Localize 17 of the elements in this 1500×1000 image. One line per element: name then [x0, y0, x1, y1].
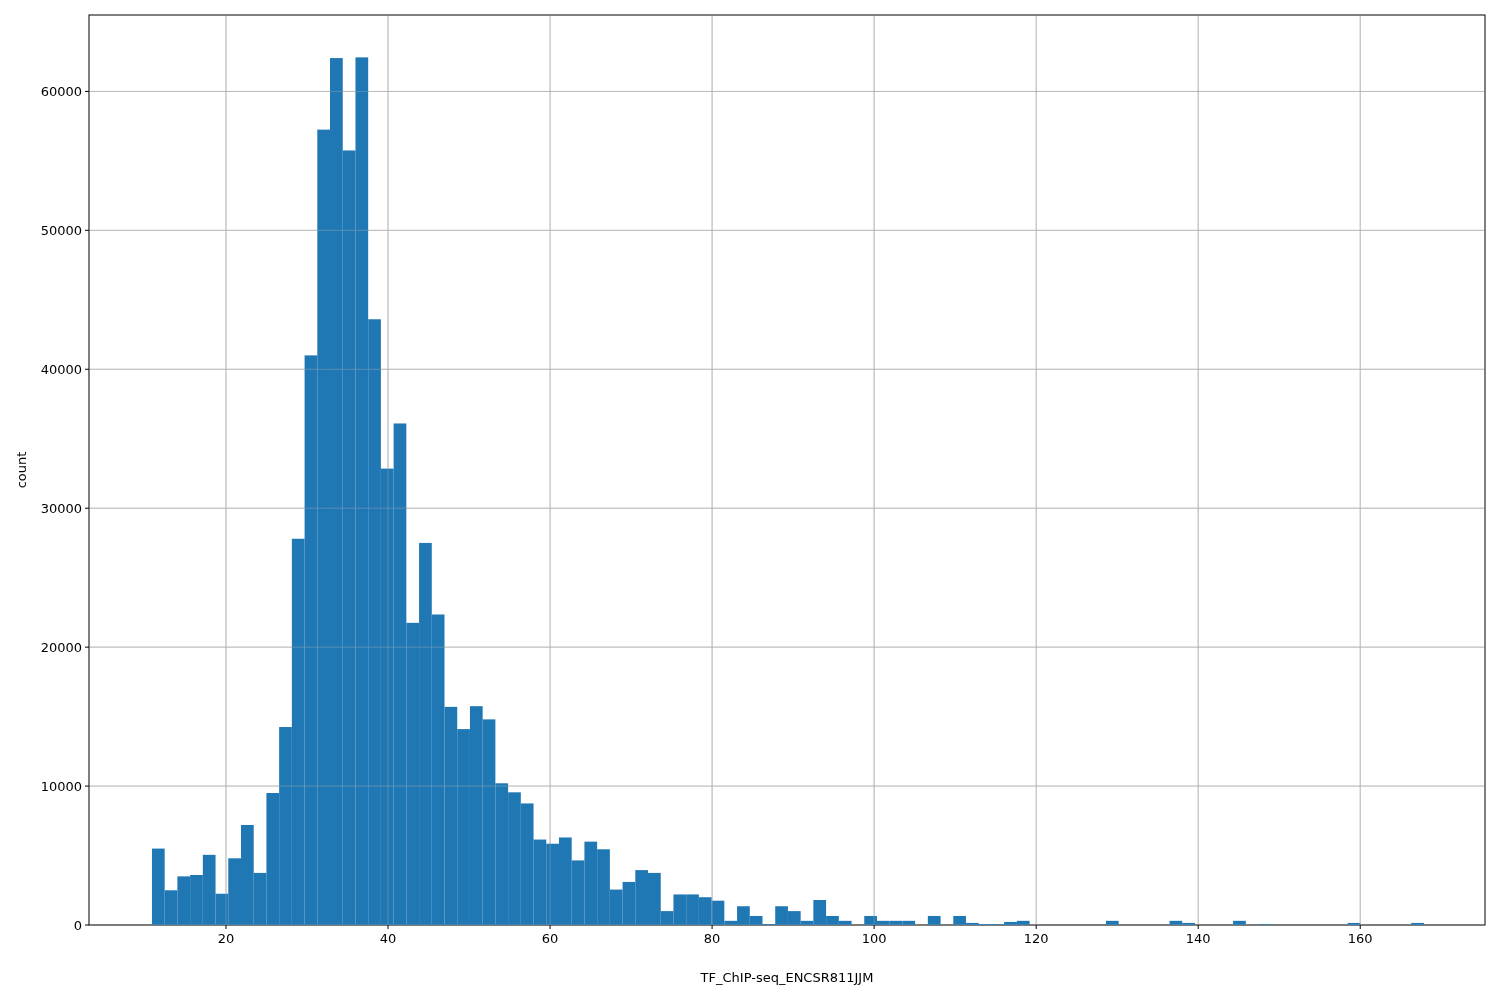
y-tick-label: 20000: [40, 639, 82, 655]
y-tick-label: 30000: [40, 500, 82, 516]
y-tick-label: 60000: [40, 83, 82, 99]
y-axis-title: count: [14, 451, 29, 489]
y-tick-label: 50000: [40, 222, 82, 238]
y-tick-label: 40000: [40, 361, 82, 377]
x-tick-label: 100: [861, 931, 887, 946]
x-tick-label: 20: [217, 931, 235, 946]
x-axis-title: TF_ChIP-seq_ENCSR811JJM: [699, 970, 874, 985]
x-tick-label: 60: [541, 931, 559, 946]
y-tick-label: 10000: [40, 778, 82, 794]
x-tick-label: 160: [1347, 931, 1373, 946]
x-tick-label: 40: [379, 931, 397, 946]
x-tick-label: 120: [1023, 931, 1049, 946]
x-tick-label: 140: [1185, 931, 1211, 946]
y-tick-label: 0: [73, 917, 82, 933]
x-tick-label: 80: [703, 931, 721, 946]
